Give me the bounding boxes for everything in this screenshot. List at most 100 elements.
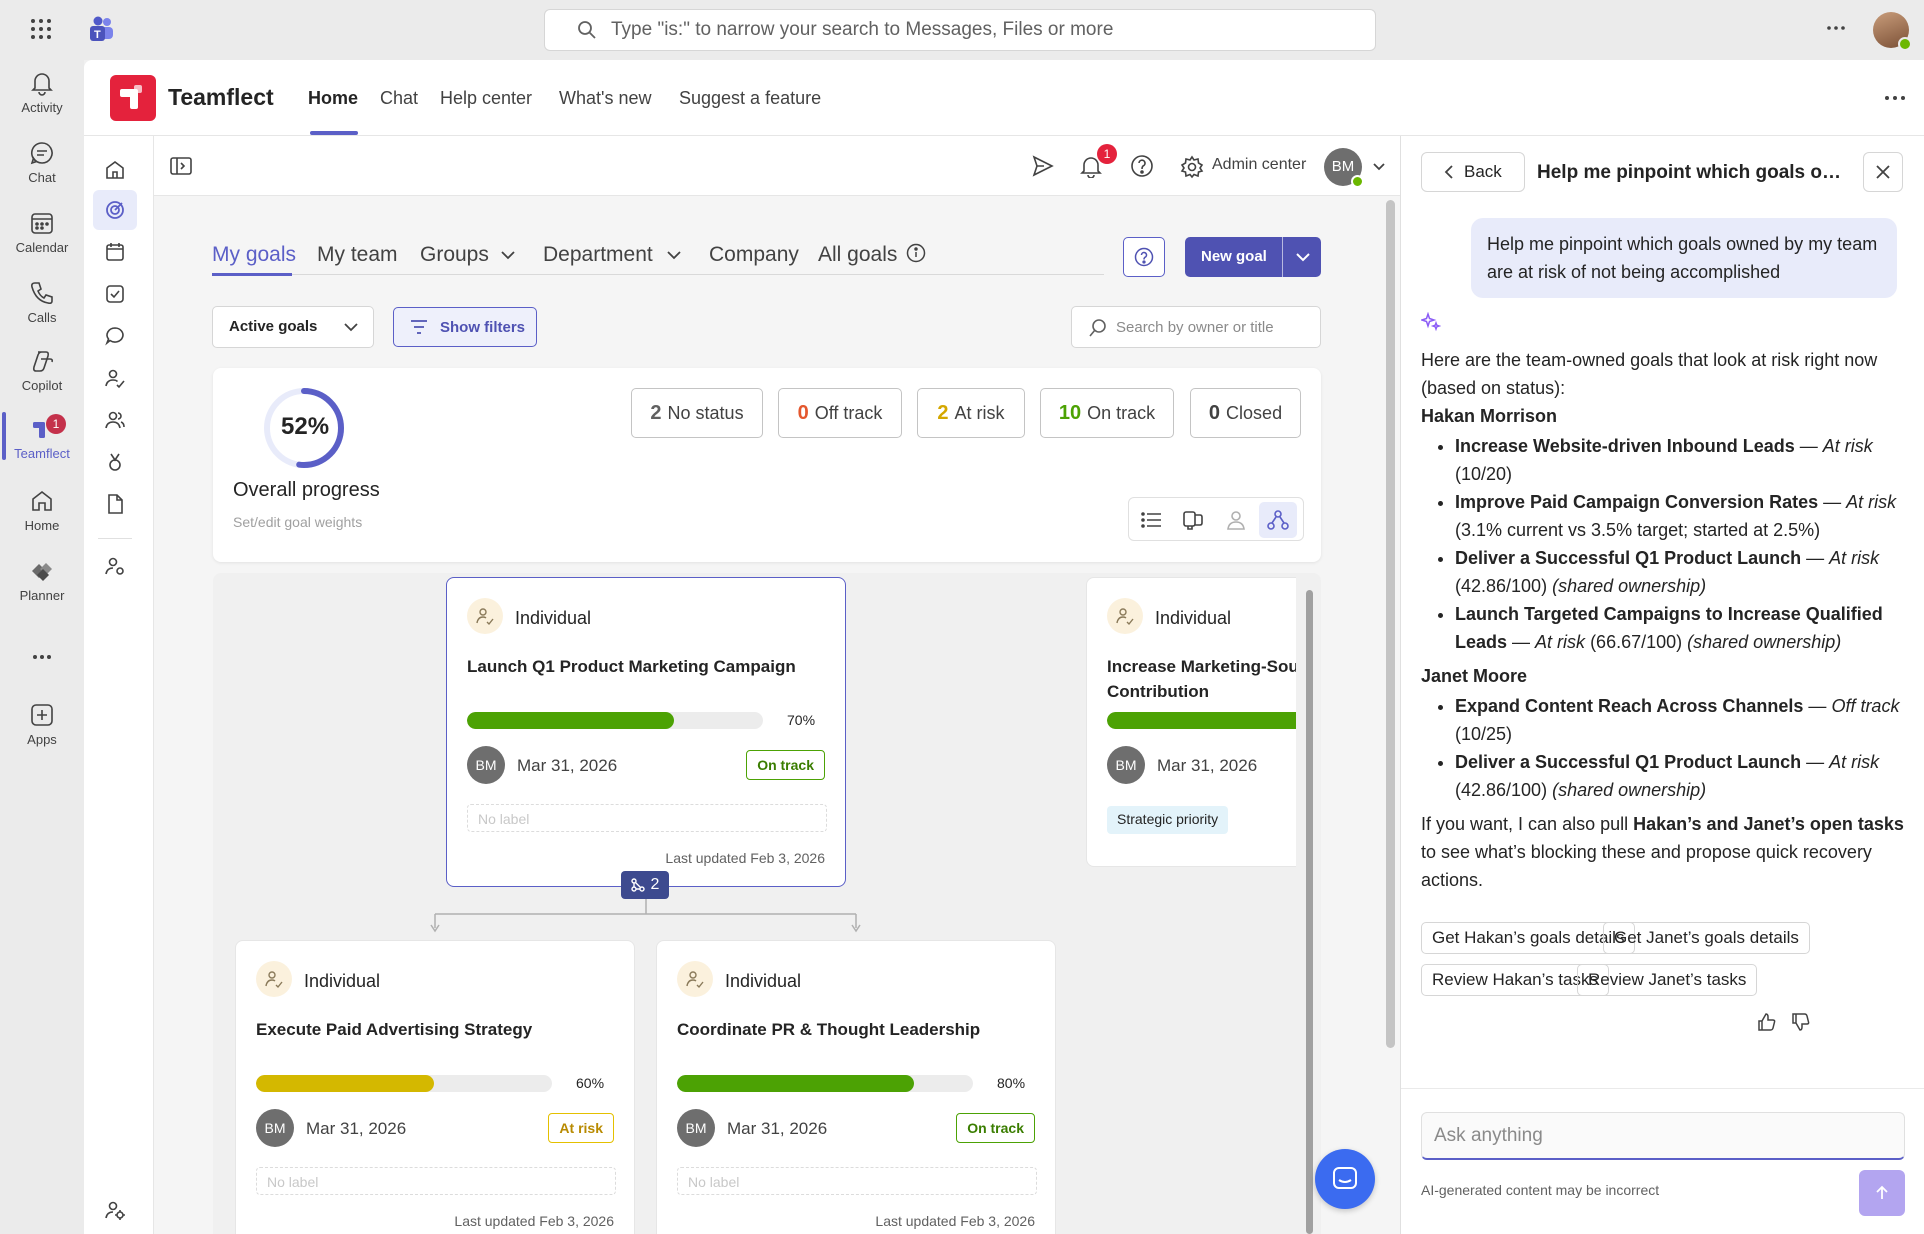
status-at-risk[interactable]: 2 At risk — [917, 388, 1025, 438]
rail-item-activity[interactable]: Activity — [0, 70, 84, 134]
send-icon[interactable] — [1031, 154, 1055, 178]
chevron-down-icon[interactable] — [666, 248, 682, 262]
goals-nav-icon[interactable] — [93, 190, 137, 230]
suggestion-chip[interactable]: Get Hakan’s goals details — [1421, 922, 1636, 954]
show-filters-button[interactable]: Show filters — [393, 307, 537, 347]
meetings-nav-icon[interactable] — [93, 232, 137, 272]
user-avatar[interactable]: BM — [1324, 148, 1364, 188]
global-search-input[interactable]: Type "is:" to narrow your search to Mess… — [544, 9, 1376, 51]
owner-avatar[interactable]: BM — [677, 1109, 715, 1147]
suggestion-chip[interactable]: Review Janet’s tasks — [1577, 964, 1758, 996]
rail-item-calls[interactable]: Calls — [0, 280, 84, 344]
goal-card[interactable]: Individual Launch Q1 Product Marketing C… — [446, 577, 846, 887]
set-goal-weights-link[interactable]: Set/edit goal weights — [233, 514, 363, 530]
more-options-icon[interactable] — [1826, 18, 1846, 38]
admin-center-link[interactable]: Admin center — [1212, 156, 1307, 173]
back-button[interactable]: Back — [1421, 152, 1525, 192]
goal-status-badge[interactable]: On track — [956, 1113, 1035, 1143]
chevron-down-icon[interactable] — [500, 248, 516, 262]
rail-item-calendar[interactable]: Calendar — [0, 210, 84, 274]
status-off-track[interactable]: 0 Off track — [778, 388, 902, 438]
goal-label-tag[interactable]: Strategic priority — [1107, 806, 1229, 834]
goal-title[interactable]: Launch Q1 Product Marketing Campaign — [467, 657, 796, 676]
rail-item-chat[interactable]: Chat — [0, 140, 84, 204]
status-closed[interactable]: 0 Closed — [1190, 388, 1301, 438]
goal-status-badge[interactable]: At risk — [548, 1113, 614, 1143]
tasks-nav-icon[interactable] — [93, 274, 137, 314]
goal-search-input[interactable]: Search by owner or title — [1071, 306, 1321, 348]
owner-avatar[interactable]: BM — [256, 1109, 294, 1147]
tab-home[interactable]: Home — [308, 88, 359, 108]
info-icon[interactable] — [906, 243, 926, 263]
documents-nav-icon[interactable] — [93, 484, 137, 524]
rail-item-planner[interactable]: Planner — [0, 558, 84, 622]
rail-item-home[interactable]: Home — [0, 488, 84, 552]
tab-groups[interactable]: Groups — [420, 243, 489, 266]
goal-label-field[interactable]: No label — [467, 804, 827, 832]
user-profile-avatar[interactable] — [1873, 12, 1912, 51]
tab-company[interactable]: Company — [709, 243, 799, 266]
suggestion-chip[interactable]: Get Janet’s goals details — [1603, 922, 1810, 954]
status-on-track[interactable]: 10 On track — [1040, 388, 1174, 438]
suggestion-chip[interactable]: Review Hakan’s tasks — [1421, 964, 1609, 996]
people-view-icon[interactable] — [1225, 509, 1247, 531]
outro-text: to see what’s blocking these and propose… — [1421, 842, 1872, 890]
tree-scrollbar[interactable] — [1306, 590, 1313, 1234]
tree-view-icon[interactable] — [1259, 502, 1297, 538]
owner-avatar[interactable]: BM — [1107, 746, 1145, 784]
tab-my-goals[interactable]: My goals — [212, 243, 297, 266]
recognition-nav-icon[interactable] — [93, 442, 137, 482]
thumbs-down-icon[interactable] — [1791, 1012, 1811, 1032]
support-chat-button[interactable] — [1315, 1149, 1375, 1209]
new-goal-button[interactable]: New goal — [1185, 237, 1321, 277]
goal-card[interactable]: Individual Execute Paid Advertising Stra… — [235, 940, 635, 1234]
rail-item-teamflect[interactable]: 1 Teamflect — [0, 414, 84, 480]
goal-help-button[interactable] — [1123, 237, 1165, 277]
active-goals-dropdown[interactable]: Active goals — [212, 306, 374, 348]
expand-panel-icon[interactable] — [170, 156, 192, 176]
rail-item-more-apps[interactable] — [0, 644, 84, 708]
goal-title[interactable]: Coordinate PR & Thought Leadership — [677, 1020, 981, 1039]
user-settings-icon[interactable] — [93, 1190, 137, 1230]
reviews-nav-icon[interactable] — [93, 358, 137, 398]
child-goals-toggle[interactable]: 2 — [621, 871, 669, 899]
rail-item-apps[interactable]: Apps — [0, 702, 84, 766]
goal-status-badge[interactable]: On track — [746, 750, 825, 780]
thumbs-up-icon[interactable] — [1757, 1012, 1777, 1032]
tab-all-goals[interactable]: All goals — [818, 243, 898, 266]
app-launcher-icon[interactable] — [30, 18, 52, 40]
help-icon[interactable] — [1130, 154, 1154, 178]
chevron-down-icon[interactable] — [1295, 251, 1311, 263]
tab-suggest-feature[interactable]: Suggest a feature — [679, 88, 822, 108]
feedback-nav-icon[interactable] — [93, 316, 137, 356]
goal-card[interactable]: Individual Increase Marketing-Sour Contr… — [1086, 577, 1321, 867]
list-view-icon[interactable] — [1141, 510, 1163, 530]
more-options-icon[interactable] — [1884, 88, 1906, 108]
tab-help-center[interactable]: Help center — [440, 88, 533, 108]
home-nav-icon[interactable] — [93, 150, 137, 190]
send-message-button[interactable] — [1859, 1170, 1905, 1216]
status-label: Off track — [814, 402, 883, 423]
board-view-icon[interactable] — [1182, 509, 1204, 531]
ask-anything-input[interactable]: Ask anything — [1421, 1112, 1905, 1160]
tab-department[interactable]: Department — [543, 243, 653, 266]
people-settings-nav-icon[interactable] — [93, 546, 137, 586]
close-panel-button[interactable] — [1863, 152, 1903, 192]
goal-card[interactable]: Individual Coordinate PR & Thought Leade… — [656, 940, 1056, 1234]
goal-label-field[interactable]: No label — [677, 1167, 1037, 1195]
goal-status: At risk — [1829, 752, 1880, 772]
chevron-down-icon[interactable] — [1372, 159, 1386, 173]
goal-title[interactable]: Execute Paid Advertising Strategy — [256, 1020, 533, 1039]
settings-gear-icon[interactable] — [1180, 155, 1204, 179]
main-scrollbar[interactable] — [1386, 200, 1395, 1048]
team-nav-icon[interactable] — [93, 400, 137, 440]
goal-title[interactable]: Increase Marketing-Sour Contribution — [1107, 657, 1306, 701]
owner-avatar[interactable]: BM — [467, 746, 505, 784]
status-no-status[interactable]: 2 No status — [631, 388, 763, 438]
tab-my-team[interactable]: My team — [317, 243, 398, 266]
goal-label-field[interactable]: No label — [256, 1167, 616, 1195]
tab-chat[interactable]: Chat — [380, 88, 419, 108]
tab-whats-new[interactable]: What's new — [559, 88, 652, 108]
rail-item-copilot[interactable]: Copilot — [0, 348, 84, 412]
notifications-bell-icon[interactable] — [1079, 154, 1103, 178]
